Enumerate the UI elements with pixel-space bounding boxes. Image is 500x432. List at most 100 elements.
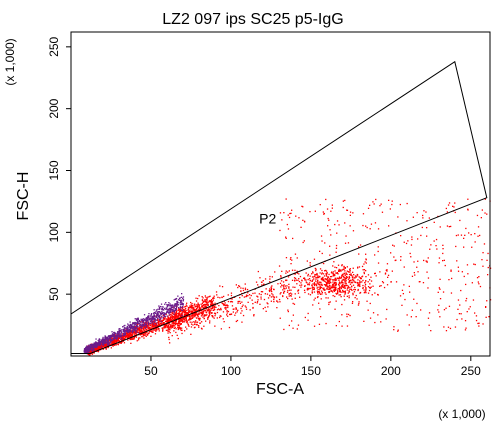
data-point xyxy=(214,313,217,315)
data-point xyxy=(242,314,245,317)
x-tick-label: 200 xyxy=(381,364,401,378)
data-point xyxy=(206,302,208,304)
data-point xyxy=(198,304,200,306)
data-point xyxy=(430,330,432,332)
data-point xyxy=(283,328,285,331)
data-point xyxy=(163,313,165,315)
data-point xyxy=(285,198,287,200)
data-point xyxy=(448,202,451,204)
data-point xyxy=(140,329,142,331)
data-point xyxy=(367,274,370,276)
plot-frame xyxy=(70,31,491,357)
data-point xyxy=(179,309,182,311)
data-point xyxy=(104,338,106,340)
data-point xyxy=(296,328,298,330)
data-point xyxy=(201,311,203,313)
data-point xyxy=(173,313,175,315)
data-point xyxy=(399,203,401,206)
data-point xyxy=(439,298,442,300)
data-point xyxy=(181,332,183,335)
data-point xyxy=(469,306,471,308)
data-point xyxy=(270,296,273,298)
data-point xyxy=(325,278,327,281)
data-point xyxy=(405,242,408,245)
data-point xyxy=(466,311,468,313)
data-point xyxy=(235,308,237,311)
data-point xyxy=(487,252,489,255)
data-point xyxy=(352,230,355,232)
data-point xyxy=(350,274,352,276)
data-point xyxy=(252,303,254,305)
data-point xyxy=(130,336,132,338)
data-point xyxy=(153,312,155,314)
data-point xyxy=(362,287,364,289)
data-point xyxy=(381,211,384,213)
data-point xyxy=(149,327,152,329)
data-point xyxy=(211,300,214,303)
data-point xyxy=(207,318,209,320)
data-point xyxy=(93,344,95,346)
data-point xyxy=(388,199,390,201)
data-point xyxy=(313,288,315,290)
data-point xyxy=(304,285,306,287)
data-point xyxy=(175,304,177,306)
data-point xyxy=(450,225,452,228)
data-point xyxy=(158,330,160,332)
data-point xyxy=(198,319,200,321)
data-point xyxy=(307,312,309,315)
data-point xyxy=(172,321,174,324)
data-point xyxy=(219,309,221,311)
data-point xyxy=(367,286,370,288)
data-point xyxy=(303,289,306,291)
data-point xyxy=(279,301,281,303)
data-point xyxy=(299,296,301,298)
data-point xyxy=(157,325,160,327)
data-point xyxy=(137,326,139,328)
data-point xyxy=(449,327,452,330)
data-point xyxy=(175,297,178,300)
data-point xyxy=(285,237,287,239)
data-point xyxy=(187,312,190,315)
data-point xyxy=(141,327,143,329)
data-point xyxy=(416,212,418,214)
data-point xyxy=(167,324,170,327)
data-point xyxy=(269,278,271,280)
data-point xyxy=(108,342,110,345)
data-point xyxy=(178,326,181,328)
data-point xyxy=(98,346,100,348)
data-point xyxy=(161,316,163,318)
data-point xyxy=(124,337,126,339)
data-point xyxy=(135,327,137,329)
data-point xyxy=(137,321,139,323)
data-point xyxy=(259,277,261,279)
data-point xyxy=(124,332,127,334)
data-point xyxy=(88,346,91,349)
data-point xyxy=(101,339,103,342)
data-point xyxy=(203,325,205,327)
data-point xyxy=(141,324,144,326)
data-point xyxy=(91,344,93,346)
data-point xyxy=(271,293,273,295)
data-point xyxy=(127,329,130,331)
data-point xyxy=(191,304,193,307)
data-point xyxy=(326,272,328,274)
data-point xyxy=(154,333,157,335)
data-point xyxy=(489,267,492,269)
data-point xyxy=(106,345,109,347)
data-point xyxy=(308,284,310,286)
data-point xyxy=(222,303,224,305)
data-point xyxy=(260,296,262,298)
data-point xyxy=(227,306,229,309)
data-point xyxy=(164,303,166,305)
data-point xyxy=(166,305,169,307)
data-point xyxy=(123,329,125,331)
data-point xyxy=(169,307,171,309)
data-point xyxy=(160,303,163,305)
data-point xyxy=(335,282,337,284)
data-point xyxy=(103,344,106,347)
data-point xyxy=(122,333,124,335)
data-point xyxy=(344,293,346,295)
gate-p2-outline[interactable] xyxy=(70,60,488,354)
data-point xyxy=(158,310,160,313)
data-point xyxy=(173,304,175,306)
